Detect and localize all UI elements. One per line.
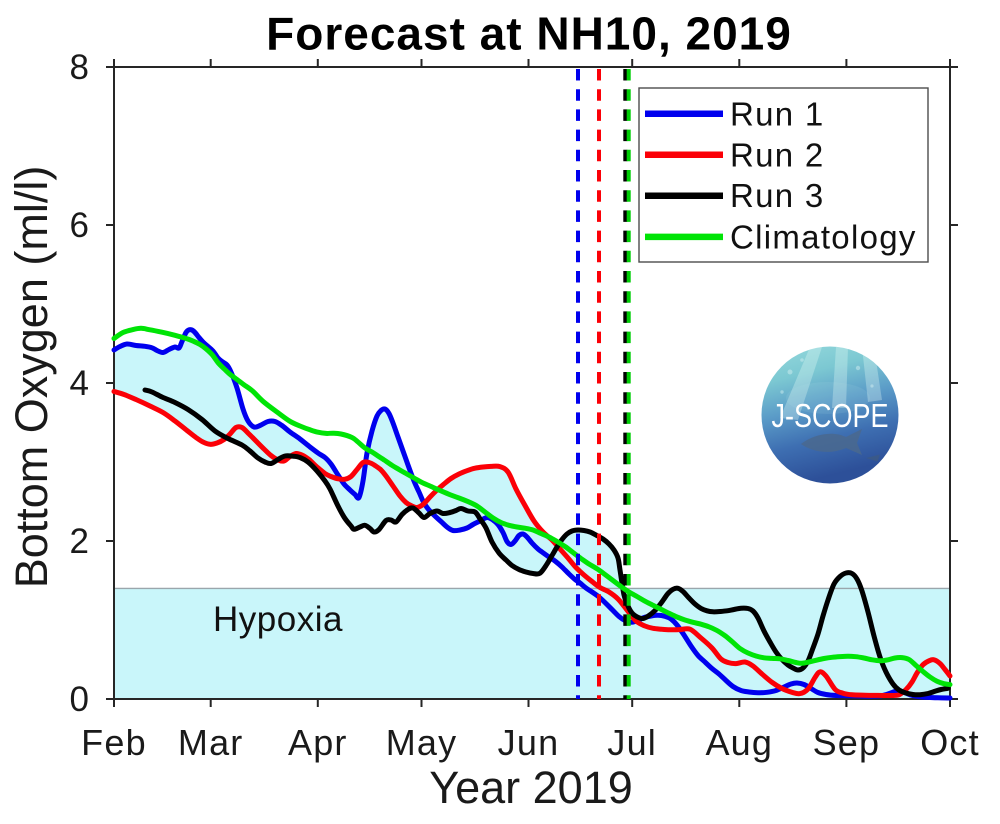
svg-text:6: 6 [70, 206, 89, 245]
svg-text:4: 4 [70, 364, 89, 403]
svg-text:Run 1: Run 1 [730, 95, 825, 132]
svg-text:Feb: Feb [81, 722, 147, 763]
svg-text:Jun: Jun [498, 722, 560, 763]
svg-text:Run 3: Run 3 [730, 177, 825, 214]
svg-text:8: 8 [70, 48, 89, 87]
svg-text:Climatology: Climatology [730, 218, 917, 255]
svg-text:J-SCOPE: J-SCOPE [772, 397, 889, 434]
svg-text:Jul: Jul [607, 722, 657, 763]
svg-text:Bottom Oxygen (ml/l): Bottom Oxygen (ml/l) [6, 166, 57, 589]
svg-text:Run 2: Run 2 [730, 136, 825, 173]
svg-text:Year 2019: Year 2019 [429, 762, 633, 813]
svg-text:Mar: Mar [178, 722, 244, 763]
svg-text:Sep: Sep [813, 722, 881, 763]
svg-text:Hypoxia: Hypoxia [213, 600, 343, 639]
svg-text:Forecast at NH10, 2019: Forecast at NH10, 2019 [266, 8, 792, 60]
svg-text:Apr: Apr [288, 722, 348, 763]
svg-text:0: 0 [70, 680, 89, 719]
svg-text:Aug: Aug [705, 722, 773, 763]
svg-text:May: May [386, 722, 458, 763]
svg-text:2: 2 [70, 522, 89, 561]
svg-text:Oct: Oct [920, 722, 980, 763]
